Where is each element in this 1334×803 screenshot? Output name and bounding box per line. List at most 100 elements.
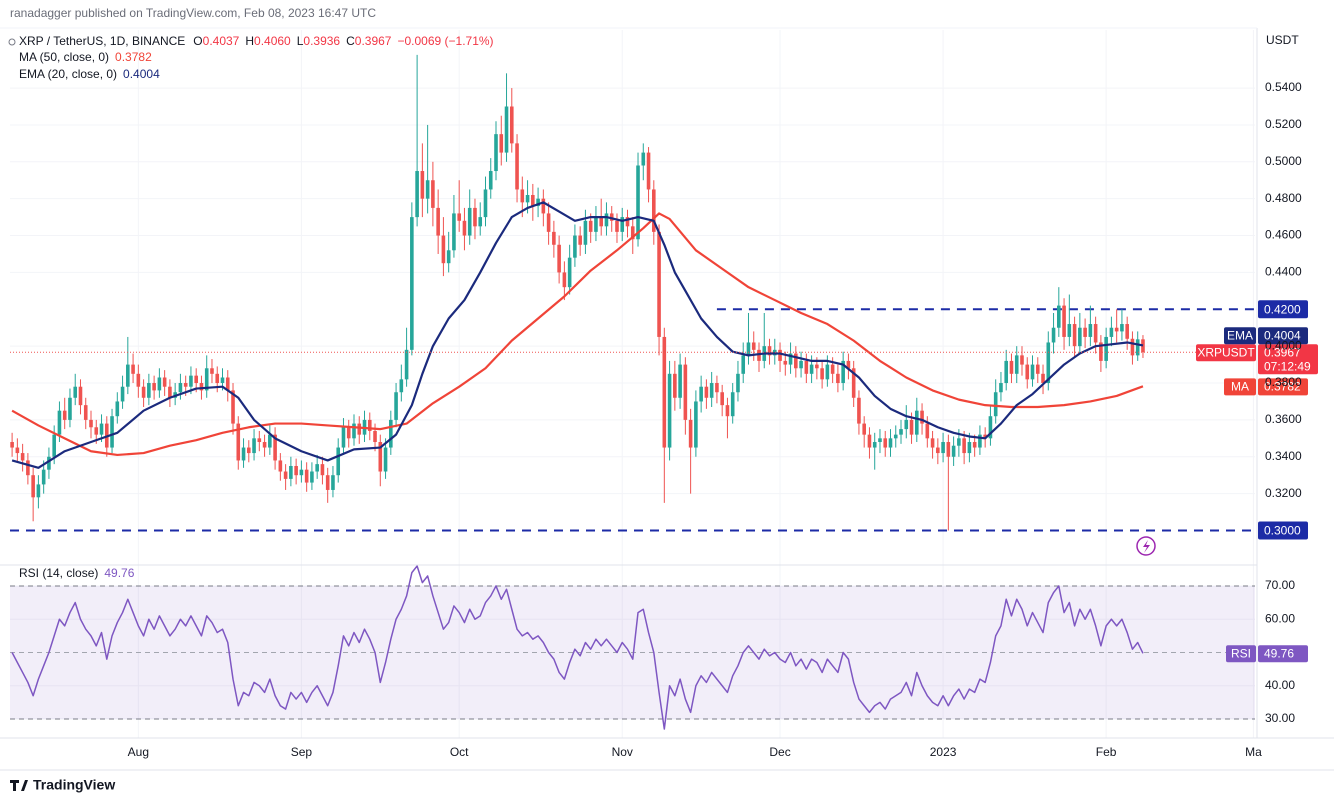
candle-body [231,390,235,424]
level-tag [1258,300,1308,319]
candle-body [983,434,987,439]
candle-body [452,213,456,251]
rsi-tick-label: 70.00 [1265,578,1295,592]
ema-legend-value: 0.4004 [123,67,160,81]
candle-body [52,434,56,457]
rsi-tick-label: 40.00 [1265,678,1295,692]
alert-icon[interactable] [1136,536,1156,556]
candle-body [815,364,819,369]
candle-body [599,217,604,227]
candle-body [709,383,714,398]
candle-body [1067,324,1072,337]
candle-body [68,397,72,420]
candle-body [147,383,151,398]
time-tick-label: Ma [1245,745,1262,759]
candle-body [804,360,809,374]
candle-body [836,373,840,384]
level-tag-label: 0.3000 [1264,524,1301,538]
candle-body [504,106,509,153]
ohlc-value: 0.3936 [303,34,340,48]
candle-body [73,386,78,398]
candle-body [999,383,1003,393]
candle-body [1004,360,1009,384]
candle-body [688,419,693,448]
candle-body [478,217,483,227]
candle-body [199,383,204,391]
candle-body [341,427,346,448]
candle-body [236,423,241,461]
price-tick-label: 0.5000 [1265,154,1302,168]
candle-body [920,410,924,424]
candle-body [415,171,419,218]
candle-body [215,373,220,384]
candle-body [788,353,793,365]
candle-body [357,423,362,435]
candle-body [878,438,882,443]
ohlc-key: C [346,34,355,48]
candle-body [1072,324,1077,347]
candle-body [630,226,635,240]
candle-body [704,386,709,398]
candle-body [99,423,104,435]
candle-body [552,231,556,245]
alert-icon-bolt [1143,540,1150,553]
candle-body [189,375,193,387]
price-tag [1258,344,1318,375]
ema-legend-name: EMA (20, close, 0) [19,67,117,81]
series-value-tag [1258,378,1308,396]
candle-body [299,469,304,476]
candle-body [83,405,88,420]
candle-body [410,217,414,350]
candle-body [20,453,25,461]
candle-body [730,392,735,417]
candle-body [10,442,14,448]
candle-body [720,392,724,406]
change: −0.0069 (−1.71%) [397,34,493,48]
candle-body [399,379,404,393]
candle-body [494,134,498,172]
candle-body [825,364,830,380]
level-tag [1258,521,1308,540]
symbol-tag-label: XRPUSDT [1197,345,1255,359]
candle-body [1120,324,1124,332]
candle-body [725,405,730,417]
candle-body [126,364,130,387]
candle-body [736,373,740,393]
candle-body [588,220,593,232]
symbol: XRP / TetherUS, 1D, BINANCE [19,34,185,48]
candle-body [246,447,251,454]
candle-body [1046,342,1051,384]
candle-body [1114,327,1119,332]
candle-body [620,217,625,232]
candle-body [1035,364,1040,374]
candle-body [957,438,961,446]
candle-body [1088,324,1093,337]
candle-body [1041,373,1045,384]
price-tick-label: 0.4800 [1265,191,1302,205]
candle-body [678,364,682,398]
rsi-legend-name: RSI (14, close) [19,566,98,580]
candle-body [988,416,993,439]
candle-body [425,180,430,199]
time-tick-label: Feb [1096,745,1117,759]
candle-body [1083,327,1087,337]
candle-body [131,364,135,374]
candle-body [846,360,851,369]
candle-body [872,442,877,448]
candle-body [978,434,982,448]
rsi-name-tag-label: RSI [1231,646,1251,660]
candle-body [404,349,409,380]
candle-body [194,375,198,384]
candle-body [15,447,20,454]
candle-body [1051,327,1056,343]
candle-body [578,235,582,245]
candle-body [741,355,746,374]
time-tick-label: Aug [128,745,149,759]
series-value-tag-label: 0.3782 [1264,380,1301,394]
candle-body [1030,364,1035,380]
candle-body [220,377,225,384]
candle-body [636,165,640,240]
candle-body [225,377,230,391]
candle-body [62,410,67,420]
